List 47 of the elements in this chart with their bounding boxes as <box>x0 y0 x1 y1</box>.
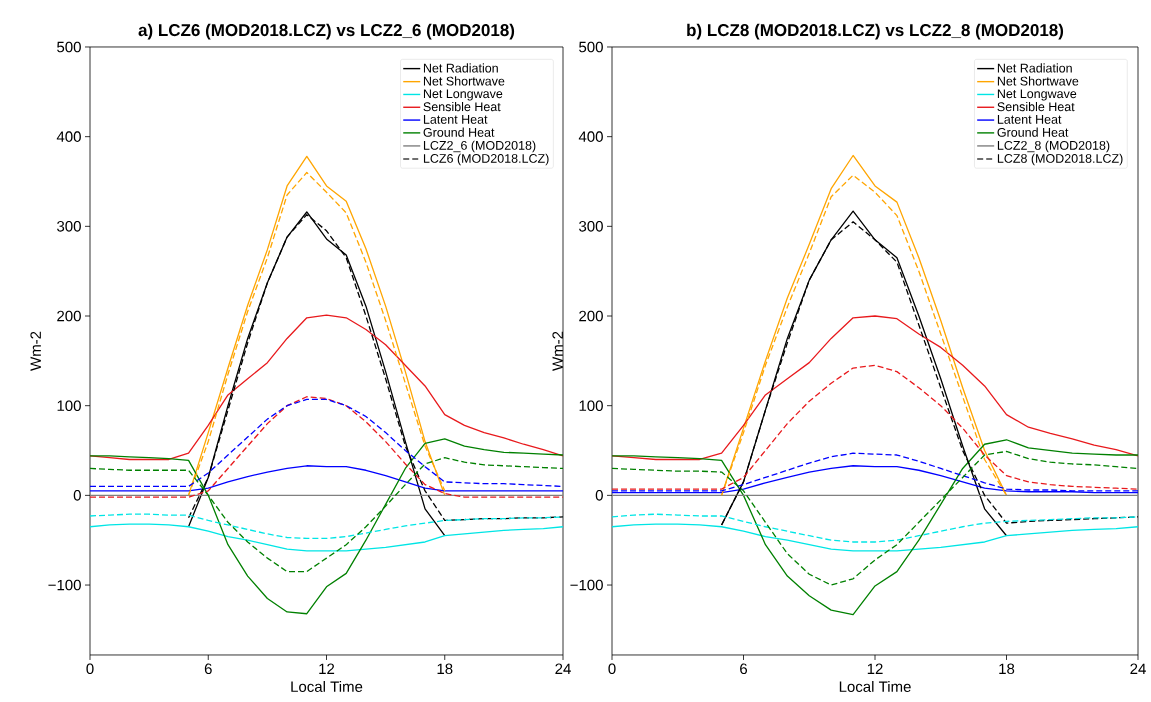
legend-label: LCZ2_6 (MOD2018) <box>423 140 536 153</box>
chart-title: b) LCZ8 (MOD2018.LCZ) vs LCZ2_8 (MOD2018) <box>687 23 1064 40</box>
y-tick-label: 0 <box>595 490 603 501</box>
y-tick-label: 100 <box>579 400 603 411</box>
legend-label: LCZ2_8 (MOD2018) <box>997 140 1110 153</box>
y-tick-label: 300 <box>57 221 81 232</box>
y-tick-label: 0 <box>73 490 81 501</box>
y-tick-label: 100 <box>57 400 81 411</box>
y-tick-label: 200 <box>57 310 81 322</box>
legend-label: Latent Heat <box>997 115 1062 124</box>
y-axis-title: Wm-2 <box>552 331 563 371</box>
x-tick-label: 0 <box>86 663 94 675</box>
x-tick-label: 18 <box>437 663 453 675</box>
line-series <box>90 438 564 615</box>
x-tick-label: 6 <box>204 663 212 675</box>
legend-label: Net Longwave <box>997 89 1077 101</box>
legend-label: Sensible Heat <box>423 101 501 112</box>
y-tick-label: 500 <box>579 41 603 53</box>
x-axis-title: Local Time <box>839 680 911 692</box>
y-tick-label: 200 <box>579 310 603 322</box>
legend-label: Net Radiation <box>423 63 498 73</box>
chart-title: a) LCZ6 (MOD2018.LCZ) vs LCZ2_6 (MOD2018) <box>138 23 515 40</box>
legend-label: LCZ6 (MOD2018.LCZ) <box>423 153 549 166</box>
y-tick-label: −100 <box>48 579 81 591</box>
legend-label: Net Radiation <box>997 63 1072 73</box>
y-tick-label: 400 <box>56 131 81 142</box>
x-tick-label: 24 <box>1130 663 1146 674</box>
y-tick-label: 500 <box>57 41 81 53</box>
x-axis-title: Local Time <box>291 680 363 692</box>
legend-label: Net Shortwave <box>423 76 505 86</box>
y-tick-label: 300 <box>579 221 603 232</box>
legend-label: Net Longwave <box>423 89 503 101</box>
x-tick-label: 12 <box>319 663 335 674</box>
x-tick-label: 0 <box>608 663 616 675</box>
legend-label: LCZ8 (MOD2018.LCZ) <box>997 153 1123 166</box>
legend-label: Net Shortwave <box>997 76 1079 86</box>
x-tick-label: 12 <box>867 663 883 674</box>
y-axis-title: Wm-2 <box>30 331 41 371</box>
x-tick-label: 6 <box>740 663 748 675</box>
legend-label: Ground Heat <box>423 127 495 137</box>
y-tick-label: −100 <box>570 579 603 591</box>
legend-label: Latent Heat <box>423 115 488 124</box>
legend-label: Ground Heat <box>997 127 1069 137</box>
y-tick-label: 400 <box>578 131 603 142</box>
legend-label: Sensible Heat <box>997 101 1075 112</box>
x-tick-label: 24 <box>555 663 571 674</box>
x-tick-label: 18 <box>999 663 1015 675</box>
